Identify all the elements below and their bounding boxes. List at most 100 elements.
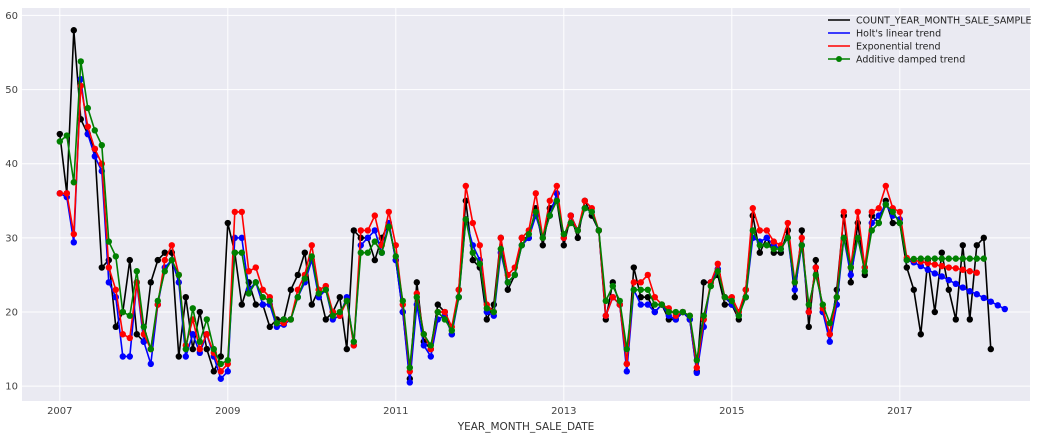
data-point <box>672 308 679 316</box>
data-point <box>294 271 301 279</box>
data-point <box>798 234 805 242</box>
data-point <box>721 293 728 301</box>
data-point <box>238 249 245 256</box>
data-point <box>665 308 672 316</box>
data-point <box>931 270 938 277</box>
data-point <box>140 323 147 331</box>
data-point <box>406 379 413 386</box>
data-point <box>476 242 483 249</box>
data-point <box>343 345 350 353</box>
data-point <box>168 242 175 249</box>
data-point <box>917 262 924 270</box>
data-point <box>91 145 99 153</box>
data-point <box>784 234 791 242</box>
data-point <box>630 279 637 286</box>
data-point <box>168 256 175 264</box>
data-point <box>938 262 945 270</box>
data-point <box>252 279 259 286</box>
data-point <box>1001 305 1008 313</box>
data-point <box>399 297 406 305</box>
data-point <box>343 297 350 305</box>
y-tick-label: 60 <box>5 11 18 22</box>
data-point <box>959 284 966 291</box>
data-point <box>658 301 665 308</box>
data-point <box>966 316 973 323</box>
data-point <box>357 249 364 256</box>
data-point <box>413 293 420 301</box>
data-point <box>56 190 63 197</box>
data-point <box>84 104 92 112</box>
data-point <box>497 234 504 242</box>
data-point <box>112 286 120 293</box>
data-point <box>875 219 882 227</box>
data-point <box>63 190 70 197</box>
data-point <box>924 259 931 267</box>
data-point <box>133 268 140 275</box>
data-point <box>560 230 567 238</box>
data-point <box>462 216 469 223</box>
data-point <box>861 268 868 275</box>
data-point <box>973 242 980 249</box>
data-point <box>826 319 833 327</box>
data-point <box>917 255 924 262</box>
data-point <box>231 249 238 256</box>
data-point <box>70 230 78 238</box>
legend-entry: Additive damped trend <box>828 55 965 66</box>
data-point <box>623 345 630 353</box>
y-tick-label: 50 <box>5 85 18 96</box>
data-point <box>637 293 644 301</box>
data-point <box>259 293 266 301</box>
data-point <box>77 58 85 65</box>
data-point <box>126 256 133 264</box>
data-point <box>350 227 357 234</box>
x-tick-label: 2013 <box>551 406 576 417</box>
data-point <box>84 123 92 130</box>
data-point <box>98 264 106 271</box>
data-point <box>756 249 763 256</box>
data-point <box>119 331 127 338</box>
data-point <box>161 249 168 256</box>
data-point <box>532 208 539 216</box>
data-point <box>385 208 392 216</box>
data-point <box>322 316 329 323</box>
data-point <box>700 279 707 286</box>
data-point <box>819 301 826 308</box>
data-point <box>196 308 203 316</box>
data-point <box>56 130 63 138</box>
data-point <box>952 316 959 323</box>
data-point <box>812 264 819 271</box>
data-point <box>581 197 588 204</box>
data-point <box>329 312 336 319</box>
data-point <box>210 368 217 375</box>
data-point <box>259 286 266 293</box>
data-point <box>693 357 700 364</box>
data-point <box>392 253 399 260</box>
data-point <box>931 261 938 268</box>
data-point <box>763 242 770 249</box>
data-point <box>644 301 651 308</box>
data-point <box>847 271 854 279</box>
data-point <box>364 249 371 256</box>
data-point <box>553 182 560 190</box>
data-point <box>189 305 196 312</box>
data-point <box>973 269 980 276</box>
data-point <box>756 242 763 249</box>
data-point <box>987 345 994 353</box>
x-axis-ticks: 2007 2009 2011 2013 2015 2017 <box>47 406 912 417</box>
data-point <box>714 268 721 275</box>
data-point <box>147 360 154 368</box>
data-point <box>938 249 945 256</box>
data-point <box>483 316 490 323</box>
data-point <box>889 208 896 216</box>
data-point <box>763 227 770 234</box>
data-point <box>903 256 910 264</box>
data-point <box>735 312 742 319</box>
series-3 <box>56 58 987 371</box>
data-point <box>441 308 448 316</box>
data-point <box>210 345 217 353</box>
data-point <box>574 227 581 234</box>
data-point <box>623 360 630 368</box>
data-point <box>427 342 434 349</box>
data-point <box>868 227 875 234</box>
